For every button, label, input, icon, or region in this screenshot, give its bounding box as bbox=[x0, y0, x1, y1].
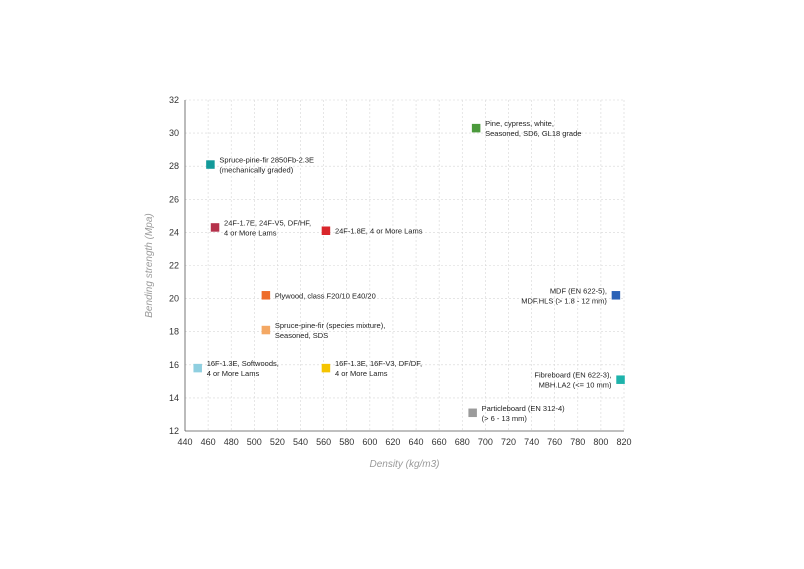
y-tick-label: 32 bbox=[169, 95, 179, 105]
x-tick-label: 680 bbox=[455, 437, 470, 447]
data-point-label: 4 or More Lams bbox=[335, 369, 388, 378]
data-point bbox=[471, 123, 481, 133]
x-tick-label: 560 bbox=[316, 437, 331, 447]
data-point-label: Pine, cypress, white, bbox=[485, 119, 554, 128]
data-point-label: 4 or More Lams bbox=[207, 369, 260, 378]
data-point bbox=[261, 325, 271, 335]
x-tick-label: 700 bbox=[478, 437, 493, 447]
data-point-label: 16F-1.3E, Softwoods, bbox=[207, 359, 279, 368]
data-point bbox=[468, 408, 477, 418]
grid-layer bbox=[185, 99, 625, 431]
x-tick-label: 720 bbox=[501, 437, 516, 447]
x-tick-label: 740 bbox=[524, 437, 539, 447]
data-point bbox=[210, 223, 220, 232]
x-tick-label: 800 bbox=[593, 437, 608, 447]
x-tick-label: 540 bbox=[293, 437, 308, 447]
x-tick-label: 480 bbox=[224, 437, 239, 447]
data-point bbox=[321, 226, 331, 235]
y-tick-label: 14 bbox=[169, 393, 179, 403]
x-tick-label: 780 bbox=[570, 437, 585, 447]
x-tick-label: 620 bbox=[385, 437, 400, 447]
data-points: Pine, cypress, white,Seasoned, SD6, GL18… bbox=[193, 119, 625, 423]
x-tick-label: 640 bbox=[409, 437, 424, 447]
data-point bbox=[321, 363, 331, 373]
x-tick-label: 660 bbox=[432, 437, 447, 447]
y-tick-label: 12 bbox=[169, 426, 179, 436]
x-tick-label: 580 bbox=[339, 437, 354, 447]
data-point bbox=[616, 375, 625, 384]
data-point-label: MDF.HLS (> 1.8 - 12 mm) bbox=[521, 296, 607, 305]
data-point-label: Plywood, class F20/10 E40/20 bbox=[275, 291, 376, 300]
axes: 440 460 480 500 520 540 560 580 600 620 640 660 680 7… bbox=[169, 95, 632, 447]
data-point bbox=[611, 291, 621, 300]
y-tick-label: 26 bbox=[169, 194, 179, 204]
x-axis-title: Density (kg/m3) bbox=[369, 459, 439, 470]
x-tick-label: 460 bbox=[201, 437, 216, 447]
data-point-label: Particleboard (EN 312-4) bbox=[482, 404, 565, 413]
x-tick-label: 600 bbox=[362, 437, 377, 447]
x-tick-label: 520 bbox=[270, 437, 285, 447]
data-point-label: MDF (EN 622-5), bbox=[550, 286, 607, 295]
y-tick-label: 28 bbox=[169, 161, 179, 171]
y-tick-label: 22 bbox=[169, 261, 179, 271]
x-tick-label: 760 bbox=[547, 437, 562, 447]
x-tick-label: 500 bbox=[247, 437, 262, 447]
y-tick-label: 20 bbox=[169, 294, 179, 304]
data-point-label: Seasoned, SDS bbox=[275, 331, 328, 340]
data-point bbox=[206, 160, 215, 169]
x-tick-label: 440 bbox=[177, 437, 192, 447]
x-tick-label: 820 bbox=[616, 437, 631, 447]
data-point-label: (> 6 - 13 mm) bbox=[482, 414, 528, 423]
y-tick-label: 24 bbox=[169, 227, 179, 237]
data-point bbox=[193, 363, 202, 373]
data-point-label: Fibreboard (EN 622-3), bbox=[534, 371, 611, 380]
data-point-label: 16F-1.3E, 16F-V3, DF/DF, bbox=[335, 359, 422, 368]
data-point-label: Spruce-pine-fir (species mixture), bbox=[275, 321, 385, 330]
data-point-label: 24F-1.8E, 4 or More Lams bbox=[335, 227, 423, 236]
data-point-label: Spruce-pine-fir 2850Fb-2.3E bbox=[219, 156, 314, 165]
data-point bbox=[261, 291, 271, 300]
data-point-label: 4 or More Lams bbox=[224, 228, 277, 237]
data-point-label: (mechanically graded) bbox=[219, 166, 293, 175]
y-tick-label: 30 bbox=[169, 128, 179, 138]
data-point-label: MBH.LA2 (<= 10 mm) bbox=[539, 381, 612, 390]
data-point-label: 24F-1.7E, 24F-V5, DF/HF, bbox=[224, 218, 311, 227]
y-axis-title: Bending strength (Mpa) bbox=[144, 213, 155, 318]
data-point-label: Seasoned, SD6, GL18 grade bbox=[485, 129, 581, 138]
y-tick-label: 16 bbox=[169, 360, 179, 370]
y-tick-label: 18 bbox=[169, 327, 179, 337]
